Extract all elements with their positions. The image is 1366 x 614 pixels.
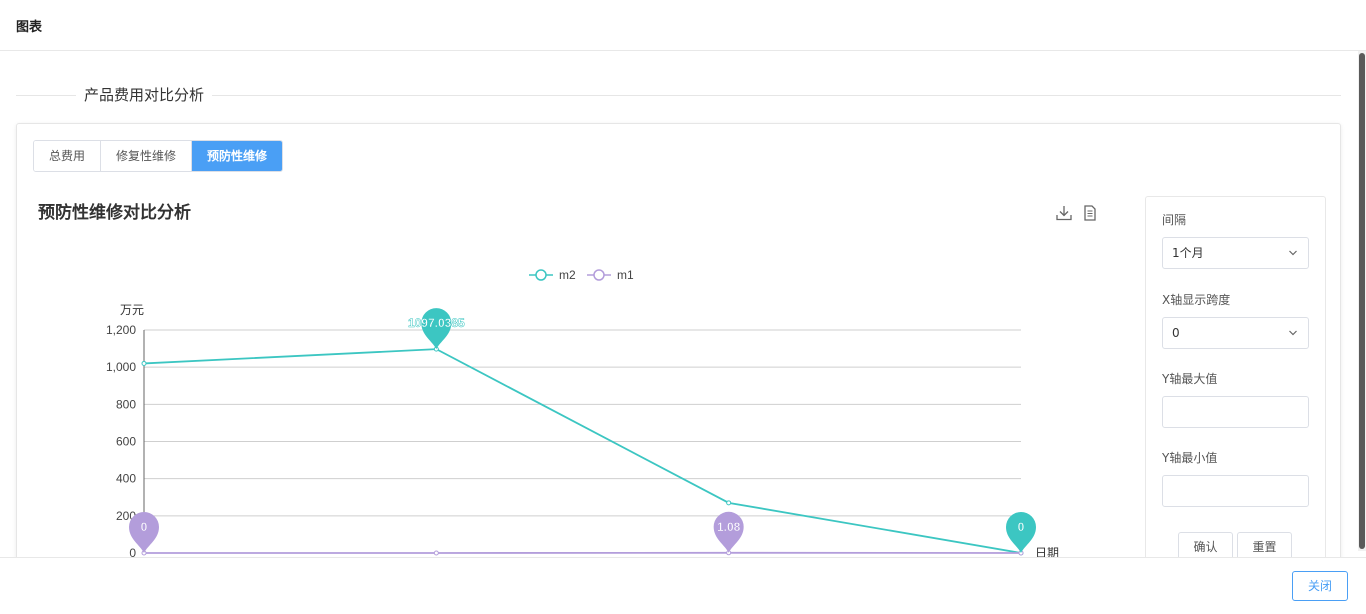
y-max-input[interactable] bbox=[1162, 396, 1309, 428]
x-span-label: X轴显示跨度 bbox=[1162, 291, 1230, 308]
marker-label-m2: 0 bbox=[1018, 520, 1025, 534]
chevron-down-icon bbox=[1288, 248, 1298, 258]
vertical-scrollbar[interactable] bbox=[1358, 51, 1366, 551]
data-point-m1 bbox=[434, 551, 438, 555]
x-span-select[interactable]: 0 bbox=[1162, 317, 1309, 349]
y-tick-label: 400 bbox=[116, 472, 136, 486]
y-max-label: Y轴最大值 bbox=[1162, 370, 1217, 387]
reset-button[interactable]: 重置 bbox=[1237, 532, 1292, 557]
chart-panel: 总费用 修复性维修 预防性维修 预防性维修对比分析 0 200 400 600 800 1… bbox=[16, 123, 1341, 557]
y-tick-label: 600 bbox=[116, 435, 136, 449]
legend-label-m1: m1 bbox=[617, 268, 634, 282]
interval-select[interactable]: 1个月 bbox=[1162, 237, 1309, 269]
confirm-button[interactable]: 确认 bbox=[1178, 532, 1233, 557]
section-divider bbox=[16, 95, 1341, 96]
x-span-select-value: 0 bbox=[1172, 326, 1180, 340]
chart-settings-panel: 间隔 1个月 X轴显示跨度 0 Y轴最大值 Y轴最小值 确认 重置 bbox=[1145, 196, 1326, 557]
chevron-down-icon bbox=[1288, 328, 1298, 338]
y-min-input[interactable] bbox=[1162, 475, 1309, 507]
dialog-footer: 关闭 bbox=[0, 557, 1366, 614]
legend-marker-m2 bbox=[536, 270, 546, 280]
y-axis-title: 万元 bbox=[120, 303, 144, 317]
y-tick-label: 800 bbox=[116, 397, 136, 411]
marker-label-m2: 1097.0385 bbox=[408, 316, 465, 330]
y-tick-label: 1,200 bbox=[106, 323, 136, 337]
section-title: 产品费用对比分析 bbox=[76, 84, 212, 105]
data-point-m2 bbox=[142, 361, 146, 365]
dialog-body: 产品费用对比分析 总费用 修复性维修 预防性维修 预防性维修对比分析 0 200 4… bbox=[0, 51, 1366, 557]
y-tick-label: 0 bbox=[129, 546, 136, 557]
dialog-header: 图表 bbox=[0, 0, 1366, 51]
dialog-title: 图表 bbox=[16, 16, 42, 35]
interval-select-value: 1个月 bbox=[1172, 246, 1204, 260]
close-button[interactable]: 关闭 bbox=[1292, 571, 1348, 601]
y-tick-label: 1,000 bbox=[106, 360, 136, 374]
interval-label: 间隔 bbox=[1162, 211, 1186, 228]
x-axis-title: 日期 bbox=[1035, 546, 1059, 557]
y-min-label: Y轴最小值 bbox=[1162, 449, 1217, 466]
marker-label-m1: 0 bbox=[141, 520, 148, 534]
scrollbar-thumb[interactable] bbox=[1359, 53, 1365, 549]
legend-label-m2: m2 bbox=[559, 268, 576, 282]
legend-marker-m1 bbox=[594, 270, 604, 280]
series-line-m2 bbox=[144, 349, 1021, 553]
data-point-m2 bbox=[727, 501, 731, 505]
marker-label-m1: 1.08 bbox=[717, 520, 741, 534]
